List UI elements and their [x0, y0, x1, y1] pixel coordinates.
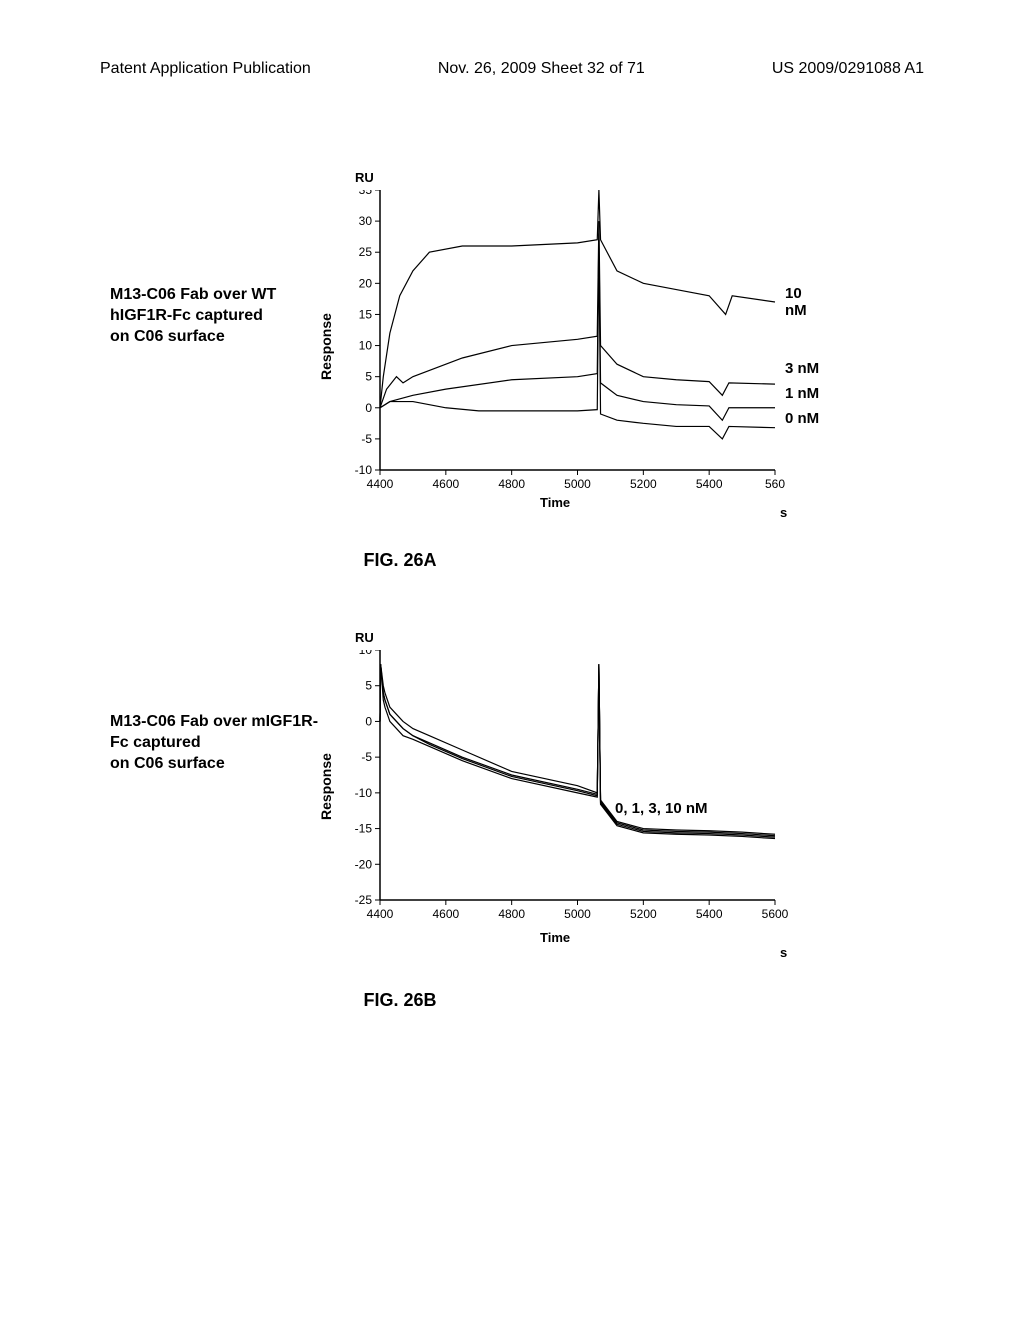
svg-text:4800: 4800: [498, 477, 525, 491]
chart-b-x-label: Time: [540, 930, 570, 945]
header-right: US 2009/0291088 A1: [772, 60, 924, 78]
svg-text:5000: 5000: [564, 907, 591, 921]
chart-a-label-1nm: 1 nM: [785, 385, 819, 402]
svg-text:20: 20: [359, 276, 373, 290]
svg-text:25: 25: [359, 245, 373, 259]
chart-a-side-line3: on C06 surface: [110, 327, 310, 348]
svg-text:560: 560: [765, 477, 785, 491]
svg-text:5: 5: [365, 370, 372, 384]
svg-text:-15: -15: [355, 822, 373, 836]
chart-a-y-unit: RU: [355, 170, 374, 185]
header-left: Patent Application Publication: [100, 60, 311, 78]
svg-text:4600: 4600: [432, 907, 459, 921]
chart-b-svg: -25 -20 -15 -10 -5 0 5 10 4400 4600 4800 5000 5200 54…: [340, 650, 820, 960]
chart-b-combined-label: 0, 1, 3, 10 nM: [615, 800, 708, 817]
svg-text:5: 5: [365, 679, 372, 693]
chart-b-side-line2: Fc captured: [110, 733, 340, 754]
chart-a-y-label: Response: [318, 313, 334, 380]
chart-a-label-10nm: 10 nM: [785, 285, 820, 319]
svg-text:4600: 4600: [432, 477, 459, 491]
chart-b-y-label: Response: [318, 753, 334, 820]
chart-a-label-3nm: 3 nM: [785, 360, 819, 377]
chart-a-side-line1: M13-C06 Fab over WT: [110, 285, 310, 306]
chart-b-x-unit: s: [780, 945, 787, 960]
chart-b-side-line1: M13-C06 Fab over mIGF1R-: [110, 712, 340, 733]
svg-text:5400: 5400: [696, 907, 723, 921]
svg-text:0: 0: [365, 714, 372, 728]
svg-text:10: 10: [359, 339, 373, 353]
svg-text:4400: 4400: [367, 477, 394, 491]
svg-text:-5: -5: [361, 750, 372, 764]
svg-text:30: 30: [359, 214, 373, 228]
chart-a-side-line2: hIGF1R-Fc captured: [110, 306, 310, 327]
svg-text:35: 35: [359, 190, 373, 197]
chart-a-x-label: Time: [540, 495, 570, 510]
chart-b-side-line3: on C06 surface: [110, 754, 340, 775]
svg-text:5000: 5000: [564, 477, 591, 491]
chart-a-side-label: M13-C06 Fab over WT hIGF1R-Fc captured o…: [110, 285, 310, 347]
chart-a-x-unit: s: [780, 505, 787, 520]
page-header: Patent Application Publication Nov. 26, …: [0, 60, 1024, 78]
svg-text:-5: -5: [361, 432, 372, 446]
svg-text:0: 0: [365, 401, 372, 415]
chart-b-y-unit: RU: [355, 630, 374, 645]
chart-a-svg: -10 -5 0 5 10 15 20 25 30 35 4400 4600 4800 5000 5200 5…: [340, 190, 820, 530]
svg-text:4400: 4400: [367, 907, 394, 921]
svg-text:5400: 5400: [696, 477, 723, 491]
svg-text:15: 15: [359, 307, 373, 321]
svg-text:5200: 5200: [630, 477, 657, 491]
chart-a-fig-label: FIG. 26A: [300, 550, 500, 571]
svg-text:-25: -25: [355, 893, 373, 907]
chart-b-side-label: M13-C06 Fab over mIGF1R- Fc captured on …: [110, 712, 340, 774]
svg-text:-10: -10: [355, 463, 373, 477]
svg-text:-10: -10: [355, 786, 373, 800]
header-center: Nov. 26, 2009 Sheet 32 of 71: [438, 60, 645, 78]
chart-b-fig-label: FIG. 26B: [300, 990, 500, 1011]
svg-text:-20: -20: [355, 857, 373, 871]
svg-text:5600: 5600: [762, 907, 789, 921]
svg-text:4800: 4800: [498, 907, 525, 921]
chart-a-label-0nm: 0 nM: [785, 410, 819, 427]
svg-text:10: 10: [359, 650, 373, 657]
svg-text:5200: 5200: [630, 907, 657, 921]
